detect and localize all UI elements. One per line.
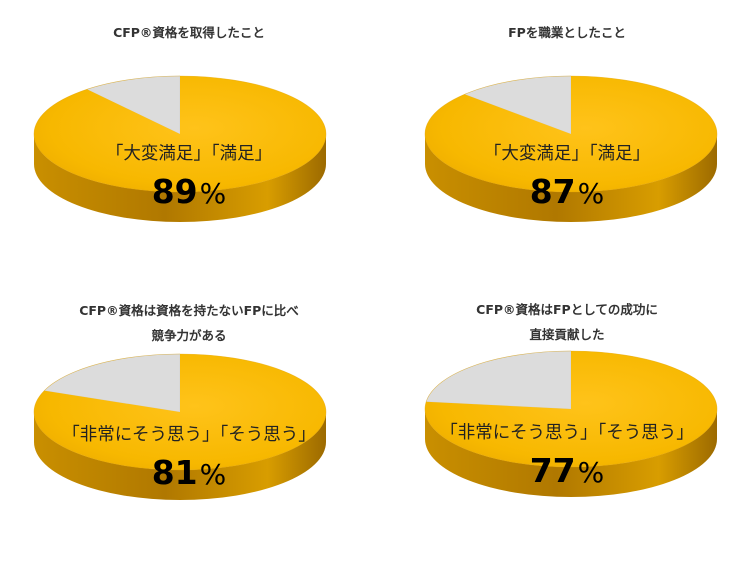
pie-value-label: 89% bbox=[0, 172, 378, 211]
pie-side bbox=[425, 409, 717, 497]
pie-side bbox=[425, 134, 717, 222]
pie-slice-main bbox=[425, 351, 717, 467]
pie-value-label: 81% bbox=[0, 453, 378, 492]
pie-chart bbox=[33, 353, 327, 500]
pie-value-unit: % bbox=[577, 177, 605, 210]
pie-slice-label: 「非常にそう思う」「そう思う」 bbox=[440, 423, 694, 443]
chart-panel-1: CFP®資格を取得したこと 「大変満足」「満足」 89% bbox=[0, 0, 378, 283]
pie-value-number: 89 bbox=[151, 172, 198, 211]
pie-value-unit: % bbox=[199, 458, 227, 491]
chart-title-line-1: FPを職業としたこと bbox=[508, 25, 626, 40]
pie-value-unit: % bbox=[577, 456, 605, 489]
pie-chart bbox=[424, 75, 718, 222]
chart-title-line-1: CFP®資格を取得したこと bbox=[113, 25, 265, 40]
pie-side bbox=[34, 134, 326, 222]
pie-slice-label: 「大変満足」「満足」 bbox=[483, 144, 651, 164]
pie-chart bbox=[424, 350, 718, 497]
chart-title: 競争力がある bbox=[0, 323, 378, 348]
pie-value-label: 87% bbox=[378, 172, 756, 211]
pie-rim bbox=[424, 75, 718, 193]
chart-panel-3: CFP®資格は資格を持たないFPに比べ 競争力がある 「非常にそう思う」「そう思… bbox=[0, 283, 378, 566]
chart-panel-2: FPを職業としたこと 「大変満足」「満足」 87% bbox=[378, 0, 756, 283]
pie-rim bbox=[424, 350, 718, 468]
pie-value-number: 81 bbox=[151, 453, 198, 492]
pie-rim bbox=[33, 353, 327, 471]
chart-title-line-1: CFP®資格は資格を持たないFPに比べ bbox=[79, 303, 299, 318]
pie-side bbox=[34, 412, 326, 500]
chart-panel-4: CFP®資格はFPとしての成功に 直接貢献した 「非常にそう思う」「そう思う」 … bbox=[378, 283, 756, 566]
chart-title-line-2: 競争力がある bbox=[151, 328, 227, 343]
pie-slice-label: 「大変満足」「満足」 bbox=[105, 144, 273, 164]
chart-title-line-2: 直接貢献した bbox=[529, 327, 605, 342]
chart-title: CFP®資格は資格を持たないFPに比べ bbox=[0, 298, 378, 323]
chart-title: 直接貢献した bbox=[378, 322, 756, 347]
pie-slice-main bbox=[424, 76, 717, 192]
pie-value-number: 77 bbox=[529, 451, 576, 490]
pie-chart bbox=[33, 75, 327, 222]
pie-value-label: 77% bbox=[378, 451, 756, 490]
pie-slice-other bbox=[425, 350, 572, 410]
chart-title: CFP®資格はFPとしての成功に bbox=[378, 297, 756, 322]
pie-slice-label: 「非常にそう思う」「そう思う」 bbox=[62, 425, 316, 445]
chart-title: CFP®資格を取得したこと bbox=[0, 20, 378, 45]
pie-value-number: 87 bbox=[529, 172, 576, 211]
chart-title: FPを職業としたこと bbox=[378, 20, 756, 45]
pie-slice-main bbox=[34, 76, 327, 192]
pie-slice-main bbox=[34, 354, 327, 470]
pie-rim bbox=[33, 75, 327, 193]
pie-value-unit: % bbox=[199, 177, 227, 210]
chart-title-line-1: CFP®資格はFPとしての成功に bbox=[476, 302, 658, 317]
